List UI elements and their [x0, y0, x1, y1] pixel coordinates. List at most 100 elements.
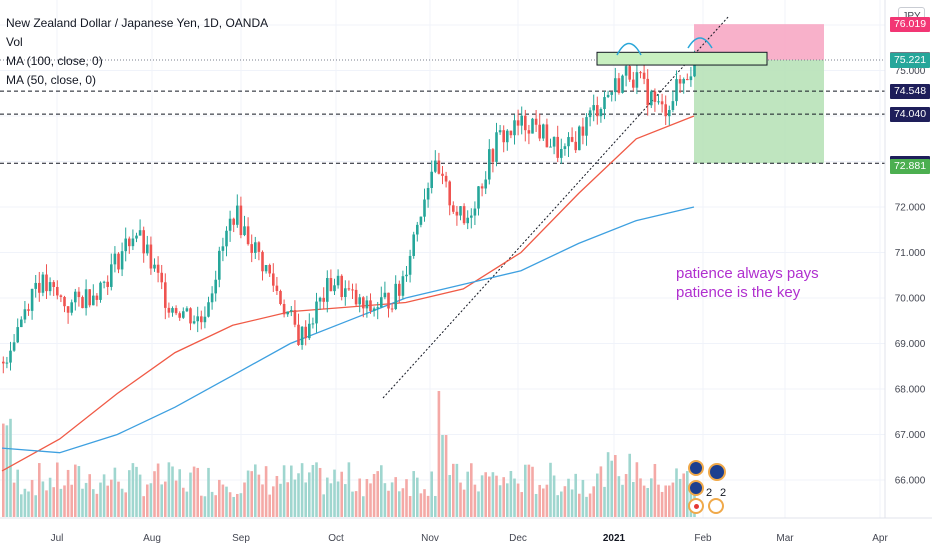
japan-flag-icon[interactable] — [688, 498, 704, 514]
candle-body — [59, 295, 63, 297]
candle-body — [430, 171, 433, 188]
candle-body — [246, 226, 250, 245]
price-axis[interactable]: 66.000 67.000 68.000 69.000 70.000 71.000 72.0… — [884, 0, 926, 518]
candle-body — [41, 274, 45, 293]
candle-body — [617, 78, 621, 93]
candle-body — [603, 97, 606, 110]
volume-bar — [318, 467, 322, 517]
volume-bar — [513, 478, 516, 517]
candle-body — [124, 238, 127, 252]
price-tag: 74.548 — [890, 83, 930, 99]
volume-label[interactable]: Vol — [6, 35, 23, 49]
resistance-box — [596, 51, 768, 66]
volume-bar — [585, 496, 588, 517]
ascending-trendline — [382, 15, 730, 399]
candle-body — [581, 126, 585, 136]
candle-body — [264, 264, 268, 272]
drawings[interactable] — [596, 37, 768, 66]
candle-body — [23, 309, 27, 320]
nz-flag-icon[interactable] — [688, 480, 704, 496]
candle-body — [174, 308, 178, 314]
nz-flag-icon[interactable] — [688, 460, 704, 476]
text-annotation[interactable]: patience always pays patience is the key — [676, 264, 819, 302]
volume-bar — [419, 493, 423, 517]
candle-body — [156, 264, 160, 273]
volume-bar — [56, 462, 59, 517]
candle-body — [574, 141, 577, 151]
volume-bar — [120, 488, 124, 517]
volume-bar — [448, 475, 451, 517]
volume-bar — [142, 496, 145, 517]
volume-bar — [405, 479, 408, 517]
trendline[interactable] — [382, 15, 730, 399]
candle-body — [221, 246, 225, 251]
candle-body — [671, 101, 675, 110]
volume-bar — [531, 466, 534, 517]
candle-body — [394, 283, 397, 310]
volume-bar — [520, 492, 523, 517]
ma100-label[interactable]: MA (100, close, 0) — [6, 54, 103, 68]
grid — [0, 0, 885, 518]
event-count-b[interactable]: 2 — [720, 487, 727, 499]
volume-bar — [315, 462, 318, 517]
volume-bar — [596, 473, 599, 517]
volume-bar — [473, 484, 477, 517]
ma50-label[interactable]: MA (50, close, 0) — [6, 73, 97, 87]
volume-bar — [401, 488, 405, 517]
candle-body — [74, 291, 77, 303]
candle-body — [203, 316, 207, 323]
volume-bar — [45, 490, 48, 517]
candle-body — [588, 110, 592, 118]
volume-bar — [16, 469, 19, 517]
candle-body — [149, 244, 153, 269]
volume-bar — [570, 489, 574, 517]
candle-body — [167, 307, 171, 313]
symbol-title[interactable]: New Zealand Dollar / Japanese Yen, 1D, O… — [6, 16, 269, 30]
candle-body — [678, 79, 682, 84]
candle-body — [236, 205, 239, 225]
candle-body — [326, 278, 329, 302]
volume-bar — [70, 484, 73, 517]
volume-bar — [675, 468, 678, 517]
y-tick-label: 72.000 — [895, 203, 926, 214]
x-tick-label: Dec — [509, 533, 527, 544]
volume-bar — [261, 484, 264, 517]
volume-bar — [588, 493, 592, 517]
volume-bar — [380, 465, 383, 517]
volume-bar — [131, 463, 135, 517]
candle-body — [642, 72, 646, 79]
volume-bar — [437, 391, 441, 517]
volume-bar — [333, 469, 336, 517]
event-icon[interactable] — [708, 498, 724, 514]
candle-body — [282, 304, 286, 315]
volume-bar — [430, 471, 433, 517]
candle-body — [351, 289, 354, 291]
position-tool[interactable] — [694, 24, 824, 164]
horizontal-levels[interactable] — [0, 59, 885, 164]
candle-body — [419, 216, 423, 225]
volume-bar — [470, 463, 473, 517]
candle-body — [585, 117, 588, 136]
volume-bar — [621, 484, 624, 517]
volume-bar — [412, 471, 415, 517]
candle-body — [542, 124, 545, 139]
volume-bar — [23, 488, 27, 517]
volume-bar — [30, 479, 34, 517]
volume-bar — [581, 479, 585, 517]
volume-bar — [189, 472, 192, 517]
candle-body — [30, 288, 34, 311]
candle-body — [257, 242, 261, 252]
price-tag: 72.881 — [890, 159, 930, 175]
time-axis[interactable]: Jul Aug Sep Oct Nov Dec 2021 Feb Mar Apr — [0, 517, 932, 544]
candle-body — [426, 187, 430, 200]
event-count[interactable]: 2 — [706, 487, 713, 499]
candle-body — [686, 79, 689, 81]
nz-flag-icon[interactable] — [708, 463, 726, 481]
volume-bar — [365, 478, 369, 517]
candle-body — [146, 244, 149, 254]
candle-body — [128, 238, 131, 247]
candle-body — [398, 283, 401, 296]
volume-bar — [452, 463, 455, 517]
volume-bar — [250, 471, 253, 517]
